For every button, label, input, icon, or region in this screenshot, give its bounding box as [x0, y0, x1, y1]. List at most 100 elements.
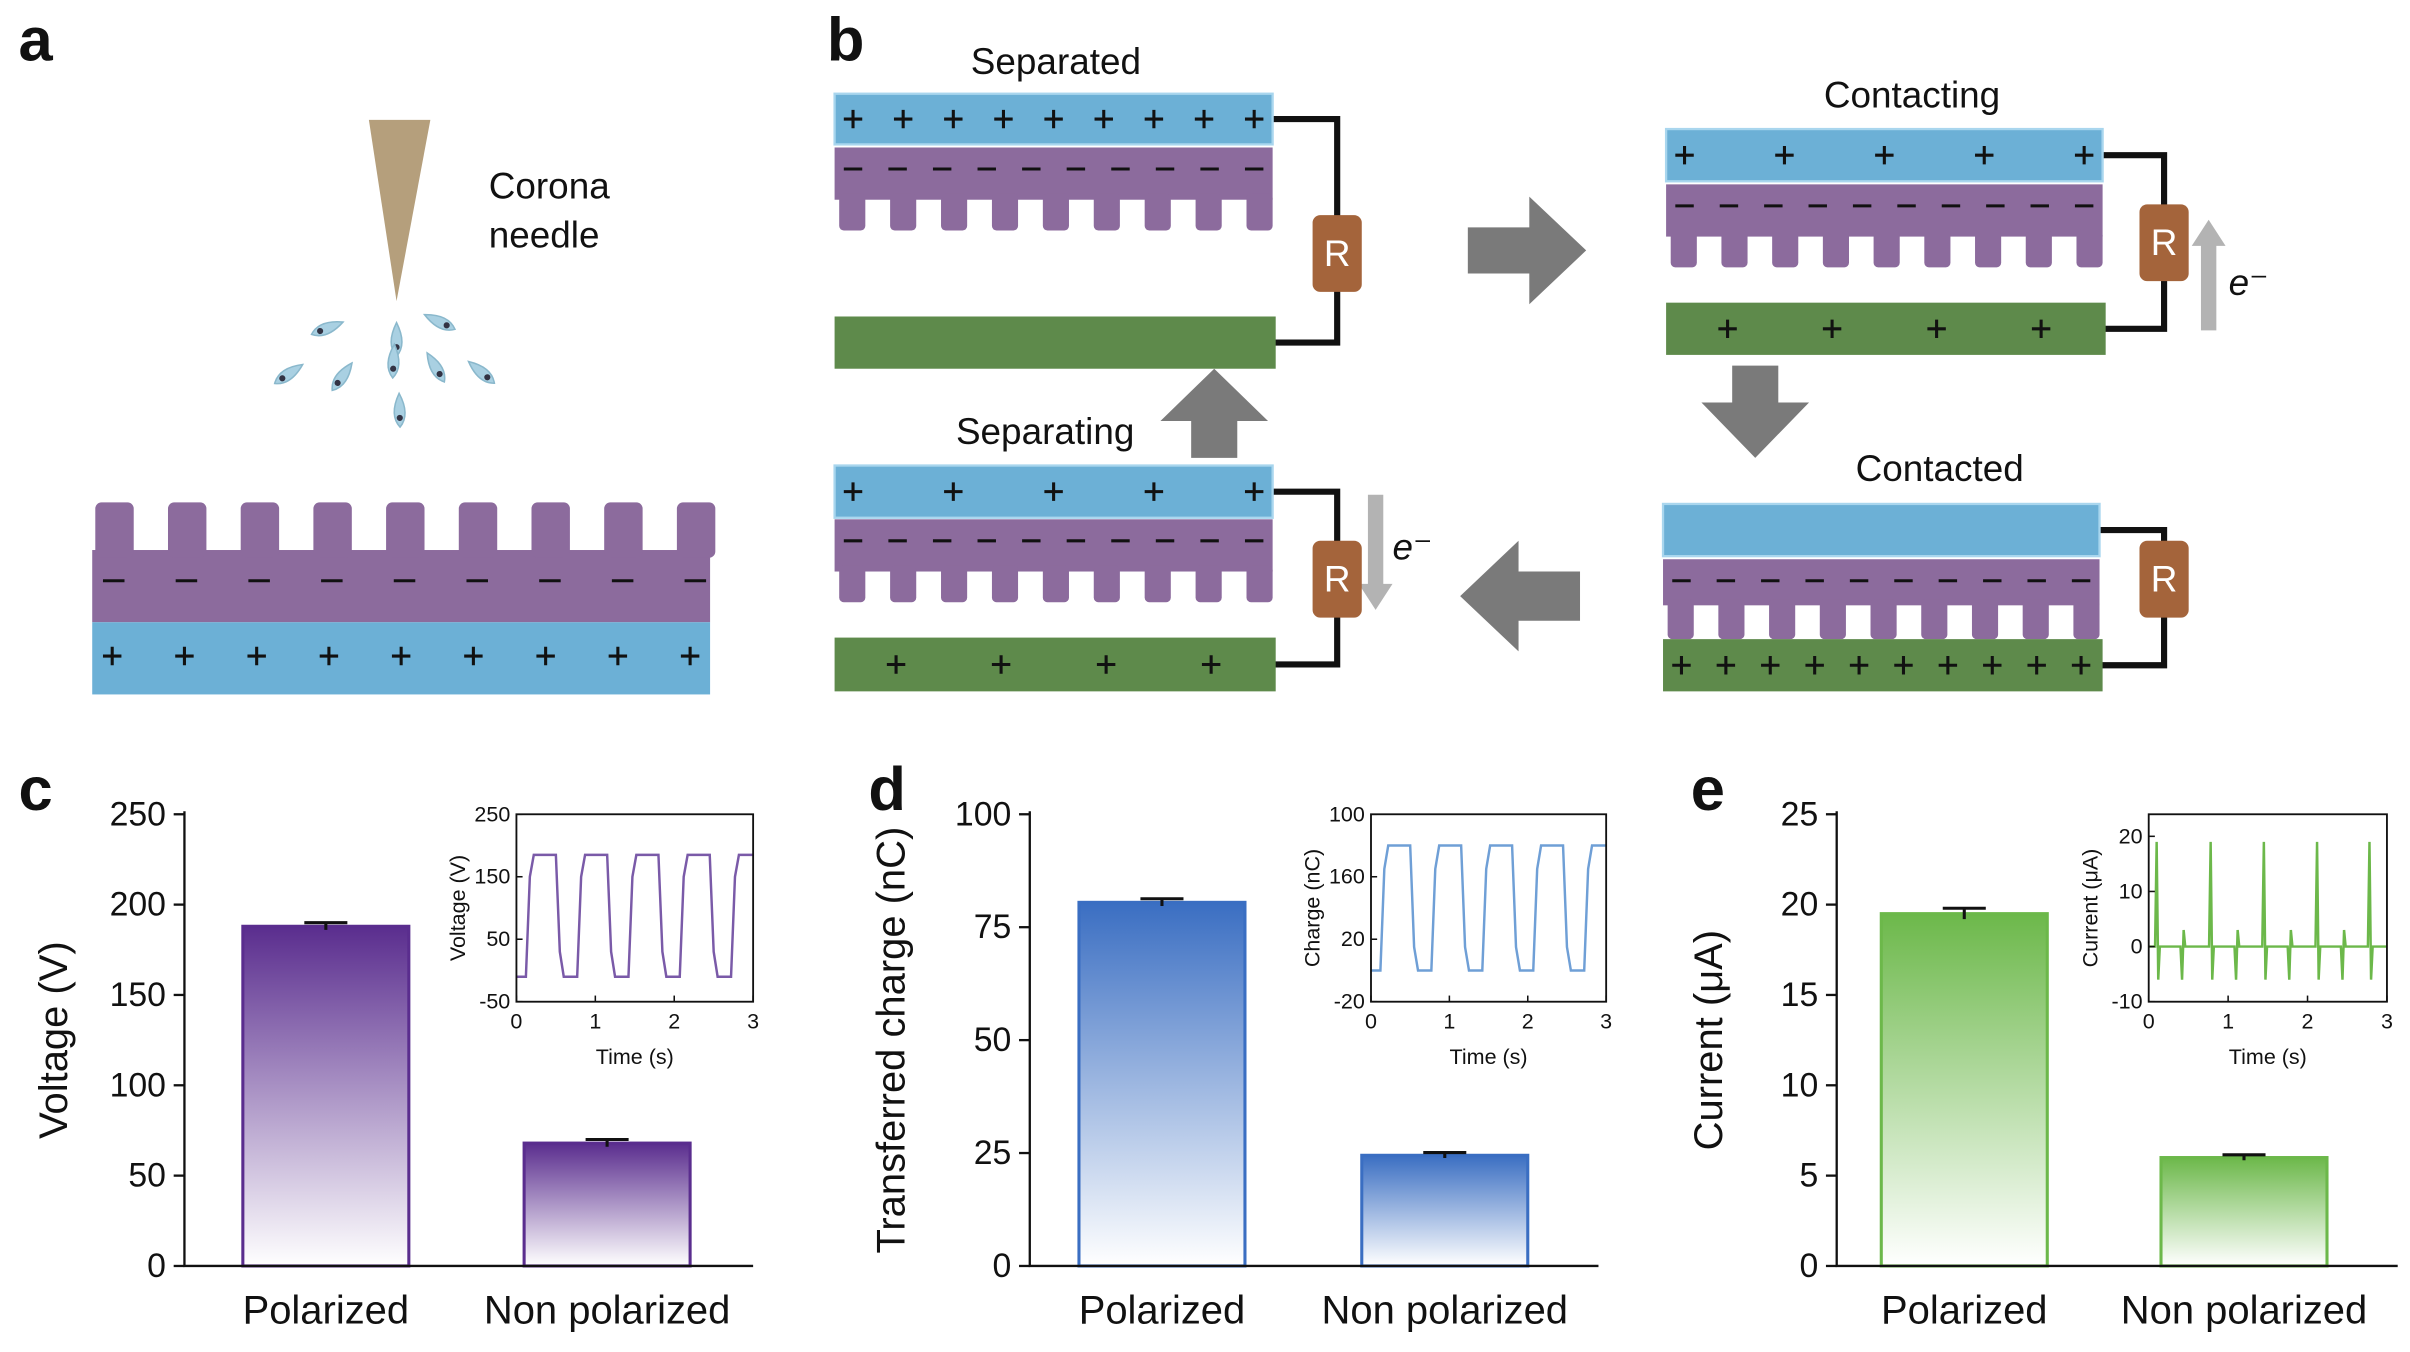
plus-sign: [843, 482, 863, 501]
film-tooth: [1246, 193, 1273, 231]
ion-body: [273, 363, 305, 385]
film-tooth: [1144, 193, 1171, 231]
purple-film: [834, 147, 1273, 200]
plus-sign: [1044, 482, 1063, 501]
inset-chart: -20 20 160 100 0 1 2 3 Time (s) Charge (nC): [1301, 802, 1613, 1069]
plus-sign: [1975, 145, 1994, 165]
inset-frame: [2147, 813, 2388, 1003]
film-tooth: [1718, 599, 1745, 640]
plus-sign: [2031, 319, 2051, 338]
film-tooth: [676, 502, 716, 558]
inset-y-tick-label: -10: [2111, 990, 2142, 1014]
x-tick-label: Polarized: [243, 1289, 410, 1333]
y-tick-label: 100: [110, 1066, 166, 1104]
y-tick-label: 50: [128, 1157, 166, 1195]
plus-sign: [319, 646, 339, 666]
inset-y-tick-label: 10: [2119, 879, 2143, 903]
inset-y-tick-label: 0: [2131, 935, 2143, 959]
film-tooth: [458, 502, 498, 558]
y-tick-label: 50: [974, 1021, 1012, 1059]
film-tooth: [1921, 599, 1948, 640]
film-tooth: [604, 502, 643, 558]
plus-sign: [886, 655, 906, 674]
plus-sign: [608, 646, 628, 666]
axes: [183, 811, 754, 1268]
inset-x-tick-label: 1: [1443, 1010, 1455, 1034]
arrow: [1358, 494, 1393, 610]
film-tooth: [1873, 230, 1900, 268]
plus-sign: [1805, 656, 1824, 675]
ion-body: [331, 361, 353, 392]
inset-y-label: Current (μA): [2078, 849, 2102, 968]
plus-sign: [944, 482, 963, 501]
plus-sign: [1849, 656, 1869, 675]
plus-sign: [1672, 656, 1691, 675]
film-tooth: [941, 193, 968, 231]
inset-y-tick-label: 150: [474, 865, 510, 889]
film-tooth: [1144, 565, 1171, 603]
y-axis-label: Voltage (V): [32, 941, 76, 1139]
ion: [331, 361, 353, 392]
plus-sign: [1822, 319, 1842, 338]
film-tooth: [167, 502, 207, 558]
inset-x-tick-label: 0: [510, 1010, 522, 1034]
ion-charge: [484, 374, 491, 381]
arrow: [2191, 219, 2226, 331]
arrow: [1701, 365, 1810, 458]
plus-sign: [1144, 482, 1164, 501]
y-tick-label: 25: [974, 1134, 1012, 1172]
state-label: Separating: [956, 411, 1134, 452]
panel-label: b: [827, 5, 865, 74]
poled-film: [92, 313, 716, 695]
film-tooth: [1870, 599, 1897, 640]
plus-sign: [536, 646, 555, 666]
needle-label: needle: [489, 215, 600, 256]
plus-sign: [1144, 109, 1164, 129]
plus-sign: [843, 109, 863, 129]
resistor: [2139, 540, 2189, 618]
error-bar: [1942, 906, 1986, 920]
inset-line: [1370, 844, 1607, 972]
film-tooth: [890, 565, 917, 603]
resistor-label: R: [1324, 559, 1351, 600]
bar-chart: d Polarized Non polarized 0 25 50 75 100 Transfe…: [868, 755, 1599, 1333]
purple-film: [1666, 184, 2103, 237]
plus-sign: [1716, 656, 1736, 675]
film-tooth: [1670, 230, 1697, 268]
electron-label: e⁻: [2229, 262, 2269, 303]
ion-body: [426, 351, 446, 383]
plus-sign: [247, 646, 266, 666]
state-label: Contacting: [1824, 75, 2000, 116]
film-tooth: [1822, 230, 1849, 268]
arrow: [1160, 368, 1269, 458]
purple-film: [834, 519, 1273, 572]
error-bar: [304, 921, 348, 930]
plus-sign: [893, 109, 913, 129]
ion-charge: [443, 322, 450, 329]
plus-sign: [175, 646, 194, 666]
film-tooth: [1195, 565, 1222, 603]
purple-film: [1663, 559, 2100, 606]
y-tick-label: 0: [1799, 1247, 1818, 1285]
ion: [273, 363, 305, 385]
film-tooth: [2022, 599, 2049, 640]
plus-sign: [1675, 145, 1694, 165]
panel-label: c: [18, 755, 52, 824]
resistor: [1312, 540, 1362, 618]
resistor-label: R: [2151, 222, 2178, 263]
inset-y-label: Charge (nC): [1301, 849, 1325, 967]
film-tooth: [1772, 230, 1799, 268]
bar: [522, 1141, 692, 1268]
teng-state: R Contacted: [1661, 448, 2189, 692]
plus-sign: [1983, 656, 2002, 675]
ion-body: [467, 360, 496, 384]
resistor: [1312, 215, 1362, 292]
y-tick-label: 75: [974, 908, 1012, 946]
ion-body: [393, 391, 406, 429]
resistor: [2139, 204, 2189, 282]
inset-chart: -50 50 150 250 0 1 2 3 Time (s) Voltage (V): [446, 802, 759, 1069]
inset-y-tick-label: -50: [479, 990, 510, 1014]
ion-charge: [390, 365, 397, 372]
bar: [241, 924, 411, 1268]
